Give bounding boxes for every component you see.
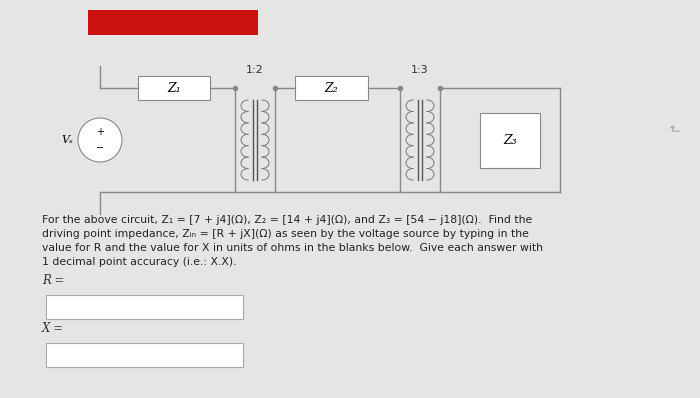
Text: Vₛ: Vₛ bbox=[62, 135, 73, 145]
Text: 1 decimal point accuracy (i.e.: X.X).: 1 decimal point accuracy (i.e.: X.X). bbox=[42, 257, 237, 267]
FancyBboxPatch shape bbox=[295, 76, 368, 100]
FancyBboxPatch shape bbox=[138, 76, 210, 100]
FancyBboxPatch shape bbox=[88, 10, 258, 35]
Text: For the above circuit, Z₁ = [7 + j4](Ω), Z₂ = [14 + j4](Ω), and Z₃ = [54 − j18](: For the above circuit, Z₁ = [7 + j4](Ω),… bbox=[42, 215, 532, 225]
Text: +: + bbox=[96, 127, 104, 137]
Text: Z₃: Z₃ bbox=[503, 133, 517, 146]
FancyBboxPatch shape bbox=[480, 113, 540, 168]
Text: −: − bbox=[96, 143, 104, 153]
FancyBboxPatch shape bbox=[46, 295, 243, 319]
Text: Z₁: Z₁ bbox=[167, 82, 181, 94]
Text: driving point impedance, Zᵢₙ = [R + jX](Ω) as seen by the voltage source by typi: driving point impedance, Zᵢₙ = [R + jX](… bbox=[42, 229, 529, 239]
Text: Z₂: Z₂ bbox=[325, 82, 338, 94]
FancyBboxPatch shape bbox=[46, 343, 243, 367]
Text: R =: R = bbox=[42, 273, 64, 287]
Text: value for R and the value for X in units of ohms in the blanks below.  Give each: value for R and the value for X in units… bbox=[42, 243, 543, 253]
Text: X =: X = bbox=[42, 322, 64, 334]
Text: 1:2: 1:2 bbox=[246, 65, 264, 75]
Circle shape bbox=[78, 118, 122, 162]
Text: ↲: ↲ bbox=[663, 124, 677, 136]
Text: 1:3: 1:3 bbox=[411, 65, 429, 75]
